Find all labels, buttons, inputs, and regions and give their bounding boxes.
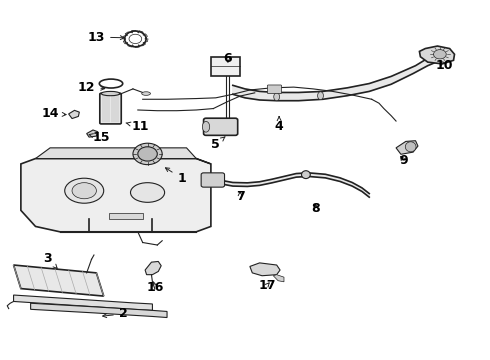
Ellipse shape <box>318 92 323 100</box>
Ellipse shape <box>142 92 150 95</box>
Polygon shape <box>145 261 161 275</box>
Text: 1: 1 <box>166 168 186 185</box>
Ellipse shape <box>301 171 310 179</box>
Polygon shape <box>35 148 211 164</box>
Polygon shape <box>213 173 369 197</box>
Text: 6: 6 <box>223 52 232 65</box>
Polygon shape <box>14 295 152 310</box>
Text: 3: 3 <box>43 252 57 268</box>
Bar <box>211 57 240 76</box>
Text: 4: 4 <box>275 117 284 133</box>
FancyBboxPatch shape <box>100 93 121 124</box>
Ellipse shape <box>274 93 280 101</box>
Polygon shape <box>69 111 79 118</box>
Polygon shape <box>30 303 167 318</box>
Circle shape <box>133 143 162 165</box>
Text: 5: 5 <box>211 137 225 151</box>
Circle shape <box>434 50 446 59</box>
Ellipse shape <box>405 142 416 152</box>
Ellipse shape <box>202 121 210 132</box>
Text: 14: 14 <box>41 107 66 120</box>
Circle shape <box>138 147 157 161</box>
Ellipse shape <box>65 178 104 203</box>
Text: 2: 2 <box>103 307 127 320</box>
Text: 13: 13 <box>88 31 124 44</box>
Text: 16: 16 <box>146 281 164 294</box>
Text: 15: 15 <box>89 131 110 144</box>
Polygon shape <box>87 130 98 137</box>
Ellipse shape <box>130 183 165 202</box>
Text: 12: 12 <box>78 81 105 94</box>
FancyBboxPatch shape <box>201 173 224 187</box>
Bar <box>109 213 143 219</box>
Polygon shape <box>273 275 284 282</box>
Ellipse shape <box>101 91 120 96</box>
Polygon shape <box>14 265 104 296</box>
Text: 11: 11 <box>126 120 149 133</box>
Text: 7: 7 <box>236 190 245 203</box>
Polygon shape <box>419 46 455 64</box>
Polygon shape <box>21 158 211 232</box>
FancyBboxPatch shape <box>268 85 282 94</box>
Polygon shape <box>396 141 418 154</box>
Ellipse shape <box>72 183 97 199</box>
Text: 10: 10 <box>436 59 454 72</box>
Polygon shape <box>233 50 450 101</box>
FancyBboxPatch shape <box>203 118 238 135</box>
Text: 8: 8 <box>311 202 320 215</box>
Polygon shape <box>250 263 280 276</box>
Text: 17: 17 <box>258 279 276 292</box>
Text: 9: 9 <box>399 154 408 167</box>
